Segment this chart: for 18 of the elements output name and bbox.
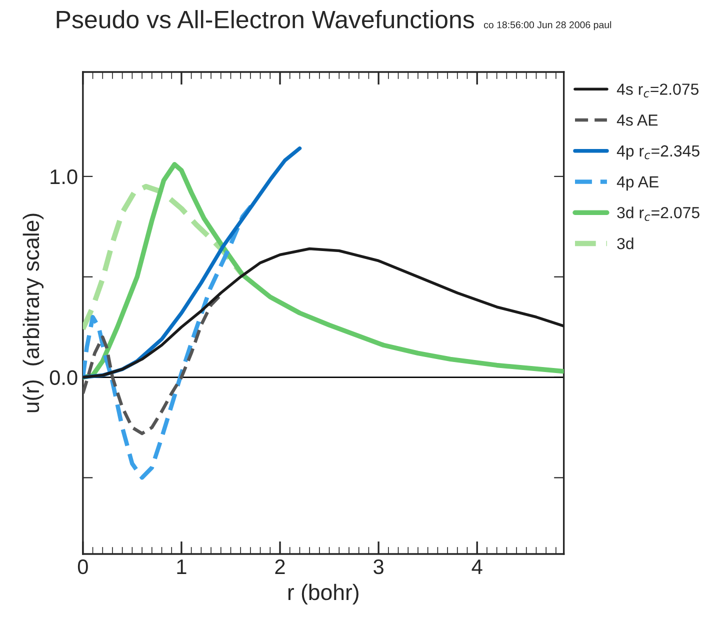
legend-label: 4s AE [616, 114, 658, 126]
x-tick-label: 2 [275, 559, 285, 574]
chart-subtitle: co 18:56:00 Jun 28 2006 paul [484, 21, 612, 30]
chart-title: Pseudo vs All-Electron Wavefunctions [56, 10, 474, 28]
legend-label: 3d r$_{c}$=2.075 [617, 206, 700, 221]
y-tick-label: 1.0 [50, 169, 78, 184]
x-tick-label: 4 [472, 560, 482, 574]
x-tick-label: 3 [374, 559, 384, 574]
x-tick-label: 1 [177, 560, 186, 574]
y-tick-label: 0.0 [50, 370, 78, 386]
legend-label: 3d [617, 238, 634, 250]
legend-label: 4p r$_{c}$=2.345 [616, 145, 700, 160]
legend-label: 4p AE [616, 176, 658, 191]
y-axis-title: u(r) (arbitrary scale) [22, 214, 44, 412]
x-tick-label: 0 [78, 559, 88, 574]
line-series [82, 162, 564, 380]
legend-label: 4s r$_{c}$=2.075 [616, 84, 699, 98]
x-axis-title: r (bohr) [288, 584, 358, 605]
